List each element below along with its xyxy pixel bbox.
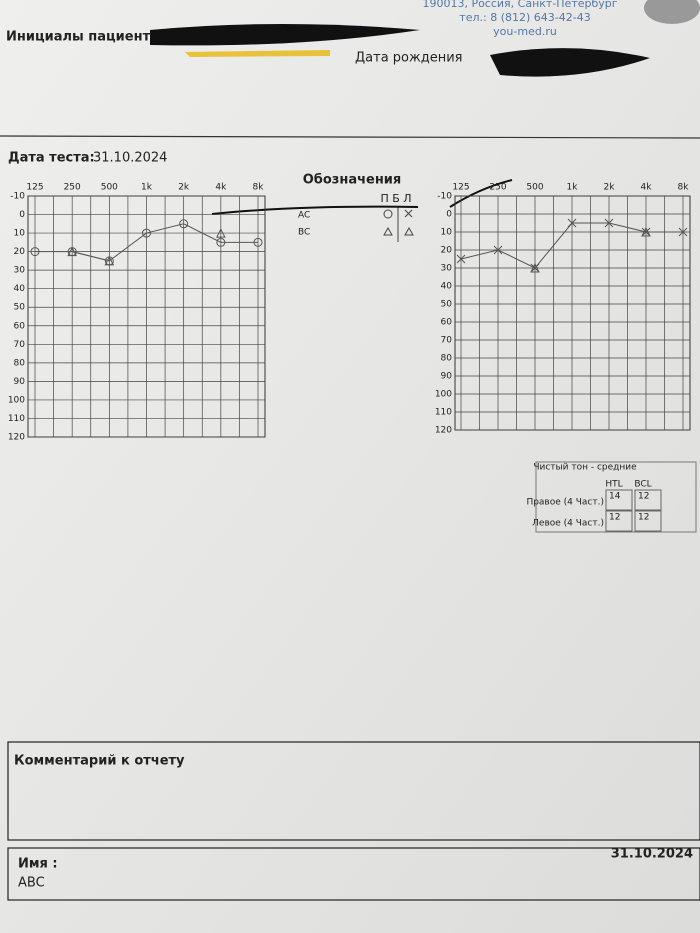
marker-x <box>641 227 651 237</box>
y-tick-label: 0 <box>446 210 452 220</box>
marker-x <box>604 218 614 228</box>
y-tick-label: 70 <box>14 340 26 350</box>
x-tick-label: 250 <box>489 183 506 193</box>
marker-x <box>530 263 540 273</box>
name: ABC <box>18 876 45 891</box>
marker-circle <box>216 237 226 247</box>
y-tick-label: 80 <box>441 354 453 364</box>
test-date: 31.10.2024 <box>93 151 167 166</box>
patient-label: Инициалы пациента <box>6 30 159 45</box>
site: you-med.ru <box>493 25 557 38</box>
y-tick-label: 120 <box>435 426 452 436</box>
y-tick-label: 90 <box>441 372 453 382</box>
redaction <box>490 48 650 77</box>
footer-box <box>7 847 700 901</box>
divider <box>0 135 700 139</box>
col-label: BCL <box>634 480 651 490</box>
y-tick-label: 20 <box>14 247 26 257</box>
averages-title: Чистый тон - средние <box>533 463 637 473</box>
y-tick-label: 30 <box>14 266 26 276</box>
y-tick-label: 60 <box>441 318 453 328</box>
x-tick-label: 4k <box>215 183 227 193</box>
redaction <box>150 24 420 46</box>
y-tick-label: 20 <box>441 246 453 256</box>
phone: тел.: 8 (812) 643-42-43 <box>459 11 590 24</box>
y-tick-label: 70 <box>441 336 453 346</box>
x-tick-label: 1k <box>567 183 579 193</box>
y-tick-label: 30 <box>441 264 453 274</box>
x-tick-label: 1k <box>141 183 153 193</box>
highlight <box>185 50 330 57</box>
legend-ac: AC <box>298 211 310 221</box>
test-label: Дата теста: <box>8 151 95 166</box>
x-tick-label: 250 <box>64 183 81 193</box>
legend-columns: П Б Л <box>380 192 411 205</box>
row-label: Правое (4 Част.) <box>526 498 604 508</box>
x-tick-label: 500 <box>526 183 543 193</box>
cell: 12 <box>638 492 649 502</box>
y-tick-label: 110 <box>435 408 452 418</box>
y-tick-label: 10 <box>14 229 26 239</box>
x-tick-label: 8k <box>678 183 690 193</box>
marker-triangle <box>104 255 115 266</box>
marker-triangle <box>641 226 651 237</box>
y-tick-label: 50 <box>14 303 26 313</box>
cell: 12 <box>638 513 649 523</box>
marker-x <box>678 227 688 237</box>
marker-circle <box>253 237 263 247</box>
x-tick-label: 8k <box>253 183 265 193</box>
y-tick-label: -10 <box>10 192 25 202</box>
logo <box>644 0 700 24</box>
averages-box: Чистый тон - средние HTL BCL Правое (4 Ч… <box>526 461 697 533</box>
marker-circle <box>30 247 40 257</box>
x-tick-label: 125 <box>26 183 43 193</box>
y-tick-label: 100 <box>435 390 452 400</box>
y-tick-label: 60 <box>14 321 26 331</box>
birth-label: Дата рождения <box>355 51 462 66</box>
x-tick-label: 125 <box>452 183 469 193</box>
marker-triangle <box>530 262 540 273</box>
y-tick-label: 90 <box>14 377 26 387</box>
y-tick-label: 40 <box>14 284 26 294</box>
x-tick-label: 4k <box>641 183 653 193</box>
comment-label: Комментарий к отчету <box>14 754 185 769</box>
row-label: Левое (4 Част.) <box>532 519 604 529</box>
legend-bc: BC <box>298 228 310 238</box>
series-line <box>72 251 110 262</box>
name-label: Имя : <box>18 857 58 872</box>
y-tick-label: 10 <box>441 228 453 238</box>
y-tick-label: 120 <box>8 433 25 443</box>
legend-title: Обозначения <box>303 173 402 188</box>
y-tick-label: 100 <box>8 395 25 405</box>
y-tick-label: 80 <box>14 358 26 368</box>
marker-circle <box>142 228 151 238</box>
address: 190013, Россия, Санкт-Петербург <box>422 0 617 10</box>
marker-x <box>456 254 466 264</box>
pen-mark <box>449 179 513 208</box>
y-tick-label: 40 <box>441 282 453 292</box>
cell: 14 <box>609 492 621 502</box>
footer-date: 31.10.2024 <box>611 847 693 862</box>
y-tick-label: 50 <box>441 300 453 310</box>
x-tick-label: 2k <box>178 183 190 193</box>
y-tick-label: 0 <box>19 210 25 220</box>
x-tick-label: 2k <box>604 183 616 193</box>
marker-x <box>493 245 503 255</box>
marker-triangle <box>67 246 77 257</box>
col-label: HTL <box>605 480 622 490</box>
y-tick-label: 110 <box>8 414 25 424</box>
pen-mark <box>211 205 419 215</box>
marker-x <box>567 218 577 228</box>
legend-symbols <box>383 206 414 242</box>
x-tick-label: 500 <box>101 183 118 193</box>
marker-circle <box>179 219 189 229</box>
cell: 12 <box>609 513 620 523</box>
y-tick-label: -10 <box>437 192 452 202</box>
marker-triangle <box>216 227 226 238</box>
comment-box <box>7 741 700 841</box>
